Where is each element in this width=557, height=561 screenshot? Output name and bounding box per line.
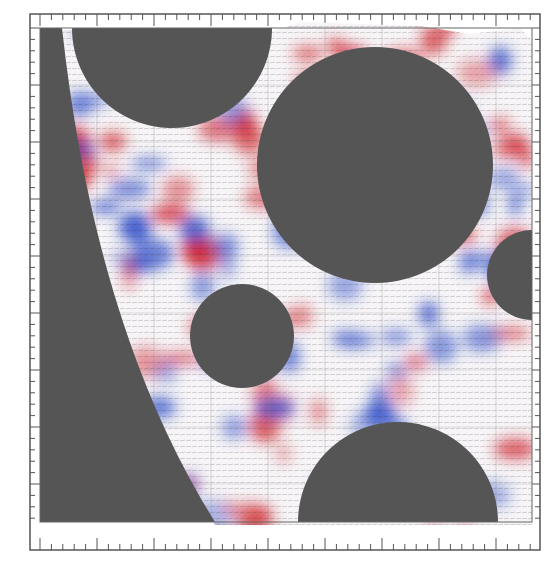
large-cylinder xyxy=(257,47,493,283)
figure xyxy=(0,0,557,561)
page: {} (() => { const svg = document.getElem… xyxy=(0,0,557,561)
small-cylinder xyxy=(190,284,294,388)
